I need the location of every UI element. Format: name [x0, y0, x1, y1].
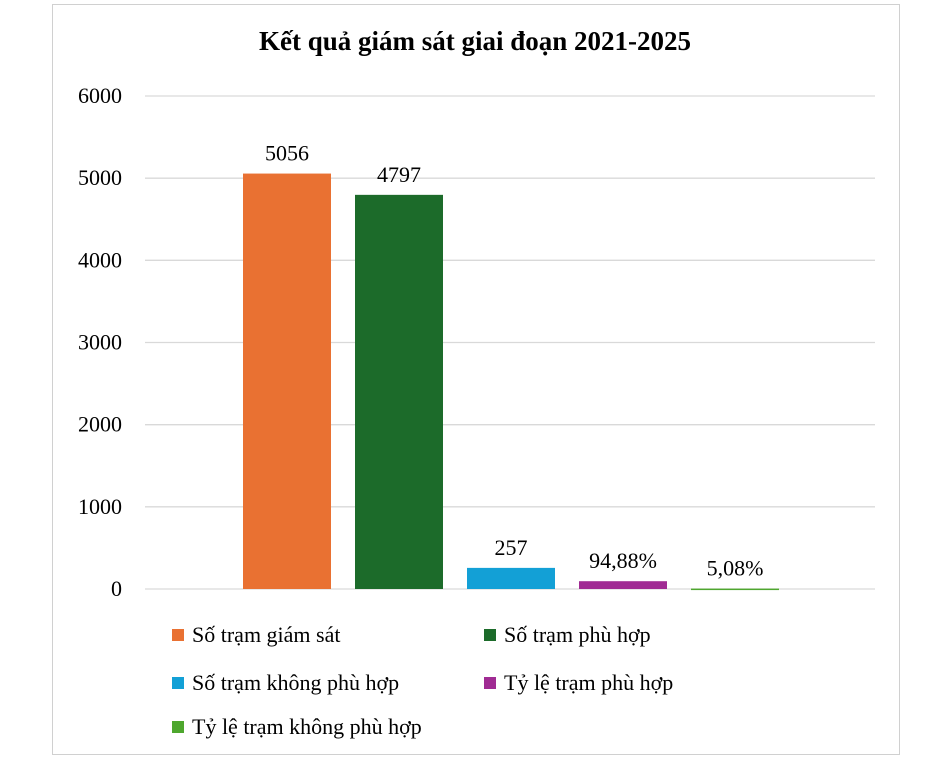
legend-item: Tỷ lệ trạm phù hợp: [484, 670, 673, 696]
y-tick-label: 5000: [78, 165, 122, 190]
bar: [579, 581, 667, 589]
y-tick-label: 2000: [78, 412, 122, 437]
legend-label: Số trạm phù hợp: [504, 622, 651, 647]
y-tick-label: 1000: [78, 494, 122, 519]
y-tick-label: 0: [111, 576, 122, 601]
legend-item: Số trạm giám sát: [172, 622, 340, 648]
legend-label: Số trạm giám sát: [192, 622, 341, 647]
legend-label: Tỷ lệ trạm phù hợp: [504, 670, 674, 695]
legend-item: Số trạm phù hợp: [484, 622, 651, 648]
legend-swatch: [172, 629, 184, 641]
legend-swatch: [484, 677, 496, 689]
bar: [691, 588, 779, 591]
legend-label: Tỷ lệ trạm không phù hợp: [192, 714, 422, 739]
y-tick-label: 6000: [78, 83, 122, 108]
data-label: 4797: [377, 162, 421, 187]
legend-item: Tỷ lệ trạm không phù hợp: [172, 714, 422, 740]
data-label: 94,88%: [589, 548, 657, 573]
legend-swatch: [484, 629, 496, 641]
data-label: 5,08%: [707, 556, 764, 581]
chart-frame: [52, 4, 900, 755]
bar: [243, 173, 331, 589]
data-label: 257: [495, 535, 528, 560]
y-tick-label: 3000: [78, 330, 122, 355]
bar: [467, 567, 555, 589]
y-tick-label: 4000: [78, 247, 122, 272]
legend-item: Số trạm không phù hợp: [172, 670, 399, 696]
bar: [355, 194, 443, 589]
legend-swatch: [172, 677, 184, 689]
legend-label: Số trạm không phù hợp: [192, 670, 400, 695]
legend-swatch: [172, 721, 184, 733]
data-label: 5056: [265, 141, 309, 166]
chart-title: Kết quả giám sát giai đoạn 2021-2025: [258, 26, 692, 56]
